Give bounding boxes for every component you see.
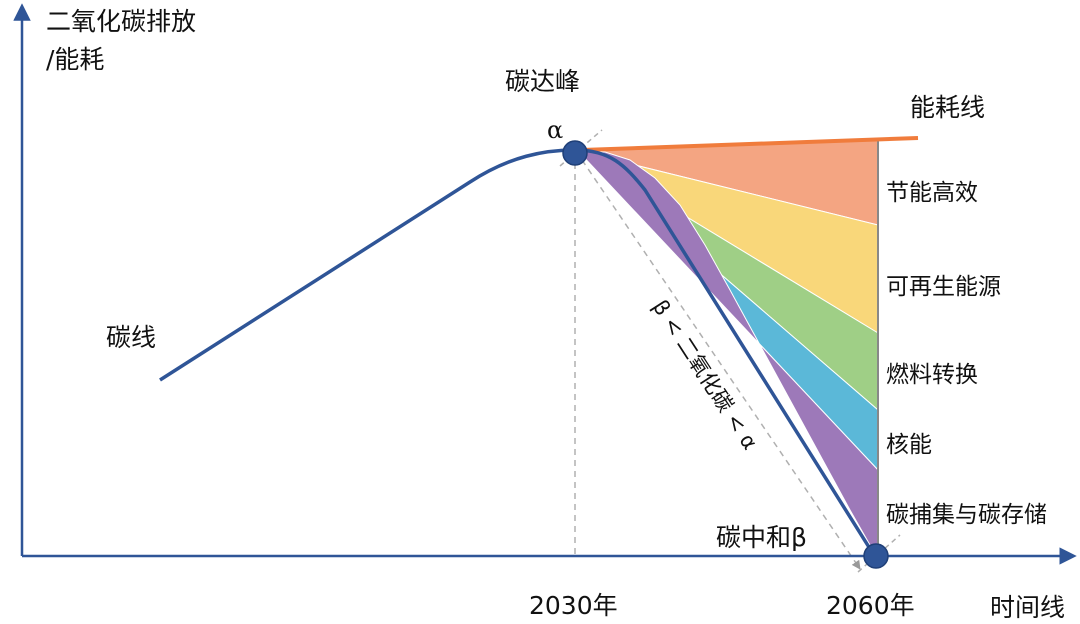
wedge-group (576, 139, 879, 557)
neutral-label: 碳中和β (716, 523, 807, 552)
alpha-label: α (547, 116, 563, 144)
x-axis-label: 时间线 (990, 593, 1065, 622)
wedge-label-renewable: 可再生能源 (886, 274, 1001, 300)
energy-line-label: 能耗线 (910, 93, 985, 122)
wedge-label-efficiency: 节能高效 (886, 180, 978, 206)
wedge-label-fuel-switch: 燃料转换 (886, 362, 978, 388)
carbon-line-label: 碳线 (106, 323, 156, 352)
y-axis-label-line2: /能耗 (46, 45, 104, 74)
wedge-label-nuclear: 核能 (886, 432, 932, 458)
tick-label-2060: 2060年 (826, 591, 915, 620)
y-axis-label-line1: 二氧化碳排放 (46, 7, 196, 36)
wedge-label-ccs: 碳捕集与碳存储 (886, 502, 1047, 528)
tick-label-2030: 2030年 (529, 591, 618, 620)
neutral-marker (863, 543, 889, 569)
peak-marker (562, 140, 588, 166)
energy-consumption-line (581, 136, 919, 152)
dashed-diagonal-guide (581, 159, 861, 570)
peak-label: 碳达峰 (505, 67, 580, 96)
